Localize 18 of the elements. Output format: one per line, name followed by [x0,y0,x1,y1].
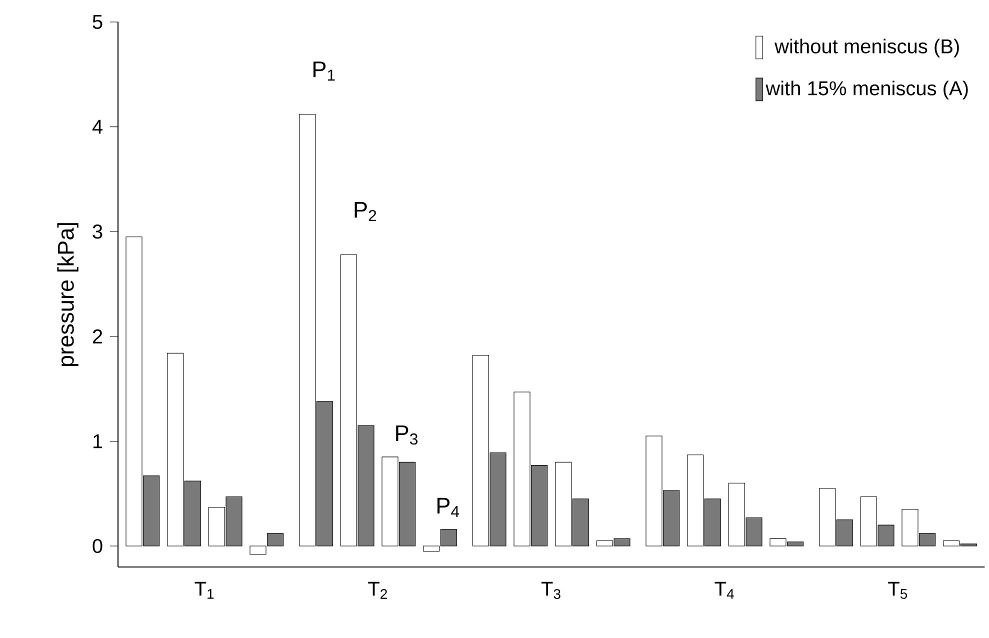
x-tick-label: T$_{2}$ [368,582,387,599]
legend-label: without meniscus (B) [774,38,959,58]
y-tick-label: 3 [92,224,102,239]
legend-label: with 15% meniscus (A) [766,80,968,100]
y-tick-label: 1 [93,434,102,448]
annotation: P$_{1}$ [313,62,335,81]
annotation: P$_{4}$ [437,498,460,517]
y-tick-label: 5 [92,15,102,29]
annotation: P$_{3}$ [396,425,418,445]
y-tick-label: 4 [92,120,102,134]
y-tick-label: 2 [92,329,102,344]
x-tick-label: T$_{1}$ [194,582,214,599]
annotation: P$_{2}$ [354,202,376,222]
y-axis-title: pressure [kPa] [57,223,78,366]
y-tick-label: 0 [92,538,102,554]
x-tick-label: T$_{3}$ [541,582,560,599]
x-tick-label: T$_{4}$ [714,582,734,599]
x-tick-label: T$_{5}$ [888,582,908,599]
